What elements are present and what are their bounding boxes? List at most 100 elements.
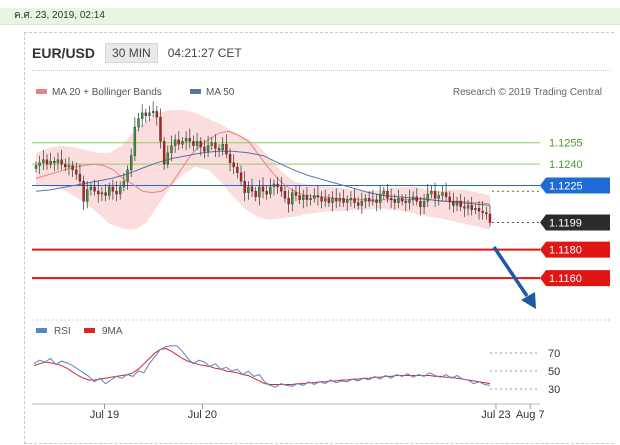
candle-body xyxy=(53,161,56,163)
candle-body xyxy=(305,195,309,200)
candle-body xyxy=(382,190,386,195)
candle-body xyxy=(203,146,206,152)
candle-body xyxy=(214,142,217,149)
candle-body xyxy=(199,141,202,148)
candle-body xyxy=(104,192,107,196)
candle-body xyxy=(474,208,477,210)
candle-body xyxy=(49,161,52,165)
bollinger-band-area xyxy=(36,110,490,230)
candle-body xyxy=(320,196,323,202)
candle-body xyxy=(327,198,331,203)
level-tag-1.1225 xyxy=(540,177,610,194)
candle-body xyxy=(67,165,71,168)
candle-body xyxy=(331,198,334,203)
candle-body xyxy=(477,208,481,212)
rsi-ma-legend-label: 9MA xyxy=(102,326,123,337)
x-tick-label: Jul 20 xyxy=(188,409,217,421)
candle-body xyxy=(324,198,327,202)
level-label-1.1225: 1.1225 xyxy=(549,180,583,192)
rsi-tick-70: 70 xyxy=(548,348,560,360)
candle-body xyxy=(166,152,170,165)
candle-body xyxy=(89,186,93,190)
candle-body xyxy=(280,186,283,192)
candle-body xyxy=(415,196,418,202)
candle-body xyxy=(313,195,316,199)
candle-body xyxy=(349,198,353,200)
candle-body xyxy=(217,148,221,151)
candle-body xyxy=(364,198,367,202)
bollinger-band xyxy=(36,110,490,230)
candle-body xyxy=(151,111,155,114)
rsi-ma-line xyxy=(33,347,491,385)
candle-body xyxy=(140,112,144,119)
candle-body xyxy=(393,199,397,203)
candle-body xyxy=(408,199,411,203)
level-label-1.1199: 1.1199 xyxy=(549,218,582,230)
level-label-1.1160: 1.1160 xyxy=(549,273,582,285)
x-tick-label: Jul 23 xyxy=(481,409,510,421)
candle-body xyxy=(129,155,133,171)
candle-body xyxy=(422,200,426,208)
candle-body xyxy=(258,186,261,198)
candle-body xyxy=(367,198,371,202)
candle-body xyxy=(404,200,407,203)
candle-body xyxy=(195,141,199,146)
level-tag-1.1199 xyxy=(540,214,610,231)
candle-body xyxy=(228,153,232,163)
candle-body xyxy=(419,200,422,208)
candle-body xyxy=(42,159,45,163)
candle-body xyxy=(335,198,338,202)
candle-body xyxy=(148,112,151,116)
candle-body xyxy=(181,141,184,145)
candle-body xyxy=(250,186,254,192)
symbol-label: EUR/USD xyxy=(32,45,96,61)
level-label-1.1180: 1.1180 xyxy=(549,245,582,257)
candle-body xyxy=(122,181,126,188)
candle-body xyxy=(86,189,89,202)
candle-body xyxy=(433,190,437,199)
candle-body xyxy=(294,192,298,196)
candle-body xyxy=(338,198,342,202)
rsi-panel: 70 50 30 xyxy=(33,345,560,396)
candle-body xyxy=(342,198,345,203)
candle-body xyxy=(375,199,378,203)
date-text: ค.ศ. 23, 2019, 02:14 xyxy=(14,10,105,21)
candle-body xyxy=(82,181,85,202)
candle-body xyxy=(397,198,400,203)
rsi-legend-swatch xyxy=(36,328,47,333)
candle-body xyxy=(386,190,389,199)
candle-body xyxy=(115,190,118,195)
candle-body xyxy=(470,205,473,210)
candle-body xyxy=(192,141,195,146)
candle-body xyxy=(71,165,74,171)
candle-body xyxy=(437,195,440,199)
candle-body xyxy=(108,186,111,196)
candle-body xyxy=(93,186,96,192)
candle-body xyxy=(144,112,148,116)
candle-body xyxy=(45,159,49,165)
timeframe-badge[interactable]: 30 MIN xyxy=(105,43,158,63)
candle-body xyxy=(452,200,455,206)
candle-body xyxy=(111,186,115,192)
candle-body xyxy=(133,126,137,156)
candle-body xyxy=(455,200,459,206)
candle-body xyxy=(463,206,466,209)
chart-legend: MA 20 + Bollinger Bands MA 50 Research ©… xyxy=(36,87,602,98)
candle-body xyxy=(75,169,78,175)
candle-body xyxy=(302,195,305,200)
candle-body xyxy=(272,183,276,188)
ma50-legend-swatch xyxy=(190,89,201,94)
candle-body xyxy=(389,198,393,200)
forecast-arrow xyxy=(492,246,536,309)
rsi-ma-legend-swatch xyxy=(84,328,95,333)
candle-body xyxy=(400,198,404,202)
arrow-head xyxy=(521,292,536,309)
rsi-legend-label: RSI xyxy=(54,326,71,337)
level-tags: 1.1255 1.1240 1.1225 1.1199 1.1180 1.1160 xyxy=(540,138,610,287)
credit-label: Research © 2019 Trading Central xyxy=(453,87,602,98)
candle-body xyxy=(378,193,382,203)
time-label: 04:21:27 CET xyxy=(167,46,242,60)
rsi-tick-50: 50 xyxy=(548,366,560,378)
candle-body xyxy=(261,186,265,192)
candle-body xyxy=(34,165,38,169)
